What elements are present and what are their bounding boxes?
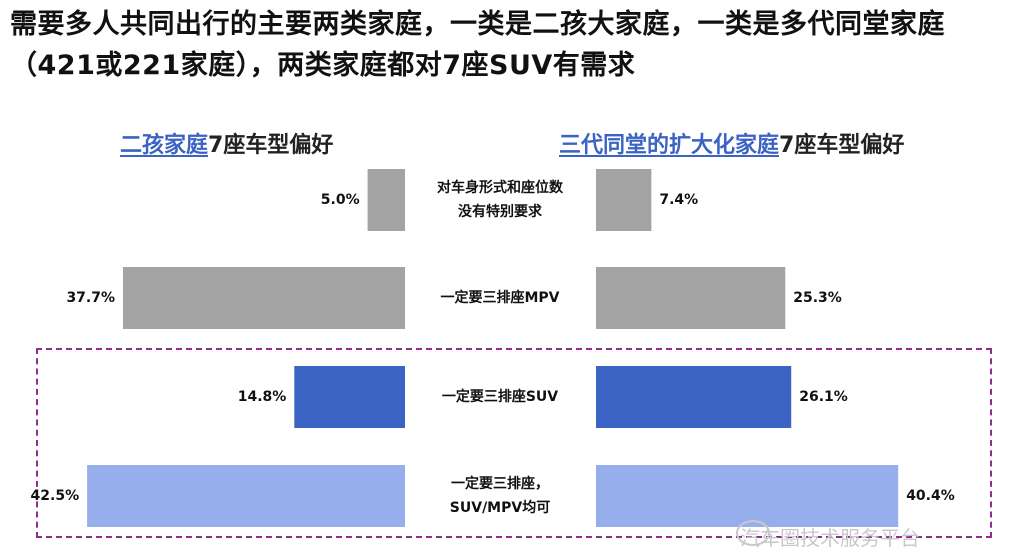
left-heading-underlined: 二孩家庭 [120,133,209,158]
category-label-line: 没有特别要求 [458,204,542,220]
bar-left-3 [87,465,405,527]
category-label-3: 一定要三排座， SUV/MPV均可 [405,472,595,520]
left-chart-heading: 二孩家庭7座车型偏好 [120,127,333,159]
category-label-line: SUV/MPV均可 [449,500,551,516]
page-title: 需要多人共同出行的主要两类家庭，一类是二孩大家庭，一类是多代同堂家庭（421或2… [10,9,945,81]
category-label-line: 对车身形式和座位数 [437,180,563,196]
value-label-right-2: 26.1% [799,389,848,405]
bar-right-1 [596,267,786,329]
category-label-2: 一定要三排座SUV [405,385,595,409]
watermark: 汽车圈技术服务平台 [740,526,920,550]
category-label-line: 一定要三排座SUV [441,389,559,405]
highlight-dashed-box [36,348,992,538]
value-label-right-1: 25.3% [793,290,842,306]
value-label-right-0: 7.4% [659,192,699,208]
left-heading-rest: 7座车型偏好 [208,133,334,158]
category-label-line: 一定要三排座MPV [440,290,560,306]
bar-left-1 [123,267,405,329]
bar-right-0 [596,169,652,231]
right-heading-rest: 7座车型偏好 [779,133,905,158]
bar-right-2 [596,366,792,428]
bar-right-3 [596,465,899,527]
category-label-0: 对车身形式和座位数 没有特别要求 [405,176,595,224]
wechat-icon [736,520,770,546]
right-heading-underlined: 三代同堂的扩大化家庭 [559,133,780,158]
value-label-left-3: 42.5% [30,488,80,504]
category-label-1: 一定要三排座MPV [405,286,595,310]
value-label-left-0: 5.0% [320,192,360,208]
bar-left-2 [294,366,405,428]
bar-left-0 [367,169,405,231]
right-chart-heading: 三代同堂的扩大化家庭7座车型偏好 [559,127,904,159]
value-label-right-3: 40.4% [906,488,955,504]
value-label-left-2: 14.8% [237,389,287,405]
category-label-line: 一定要三排座， [451,476,549,492]
value-label-left-1: 37.7% [66,290,116,306]
